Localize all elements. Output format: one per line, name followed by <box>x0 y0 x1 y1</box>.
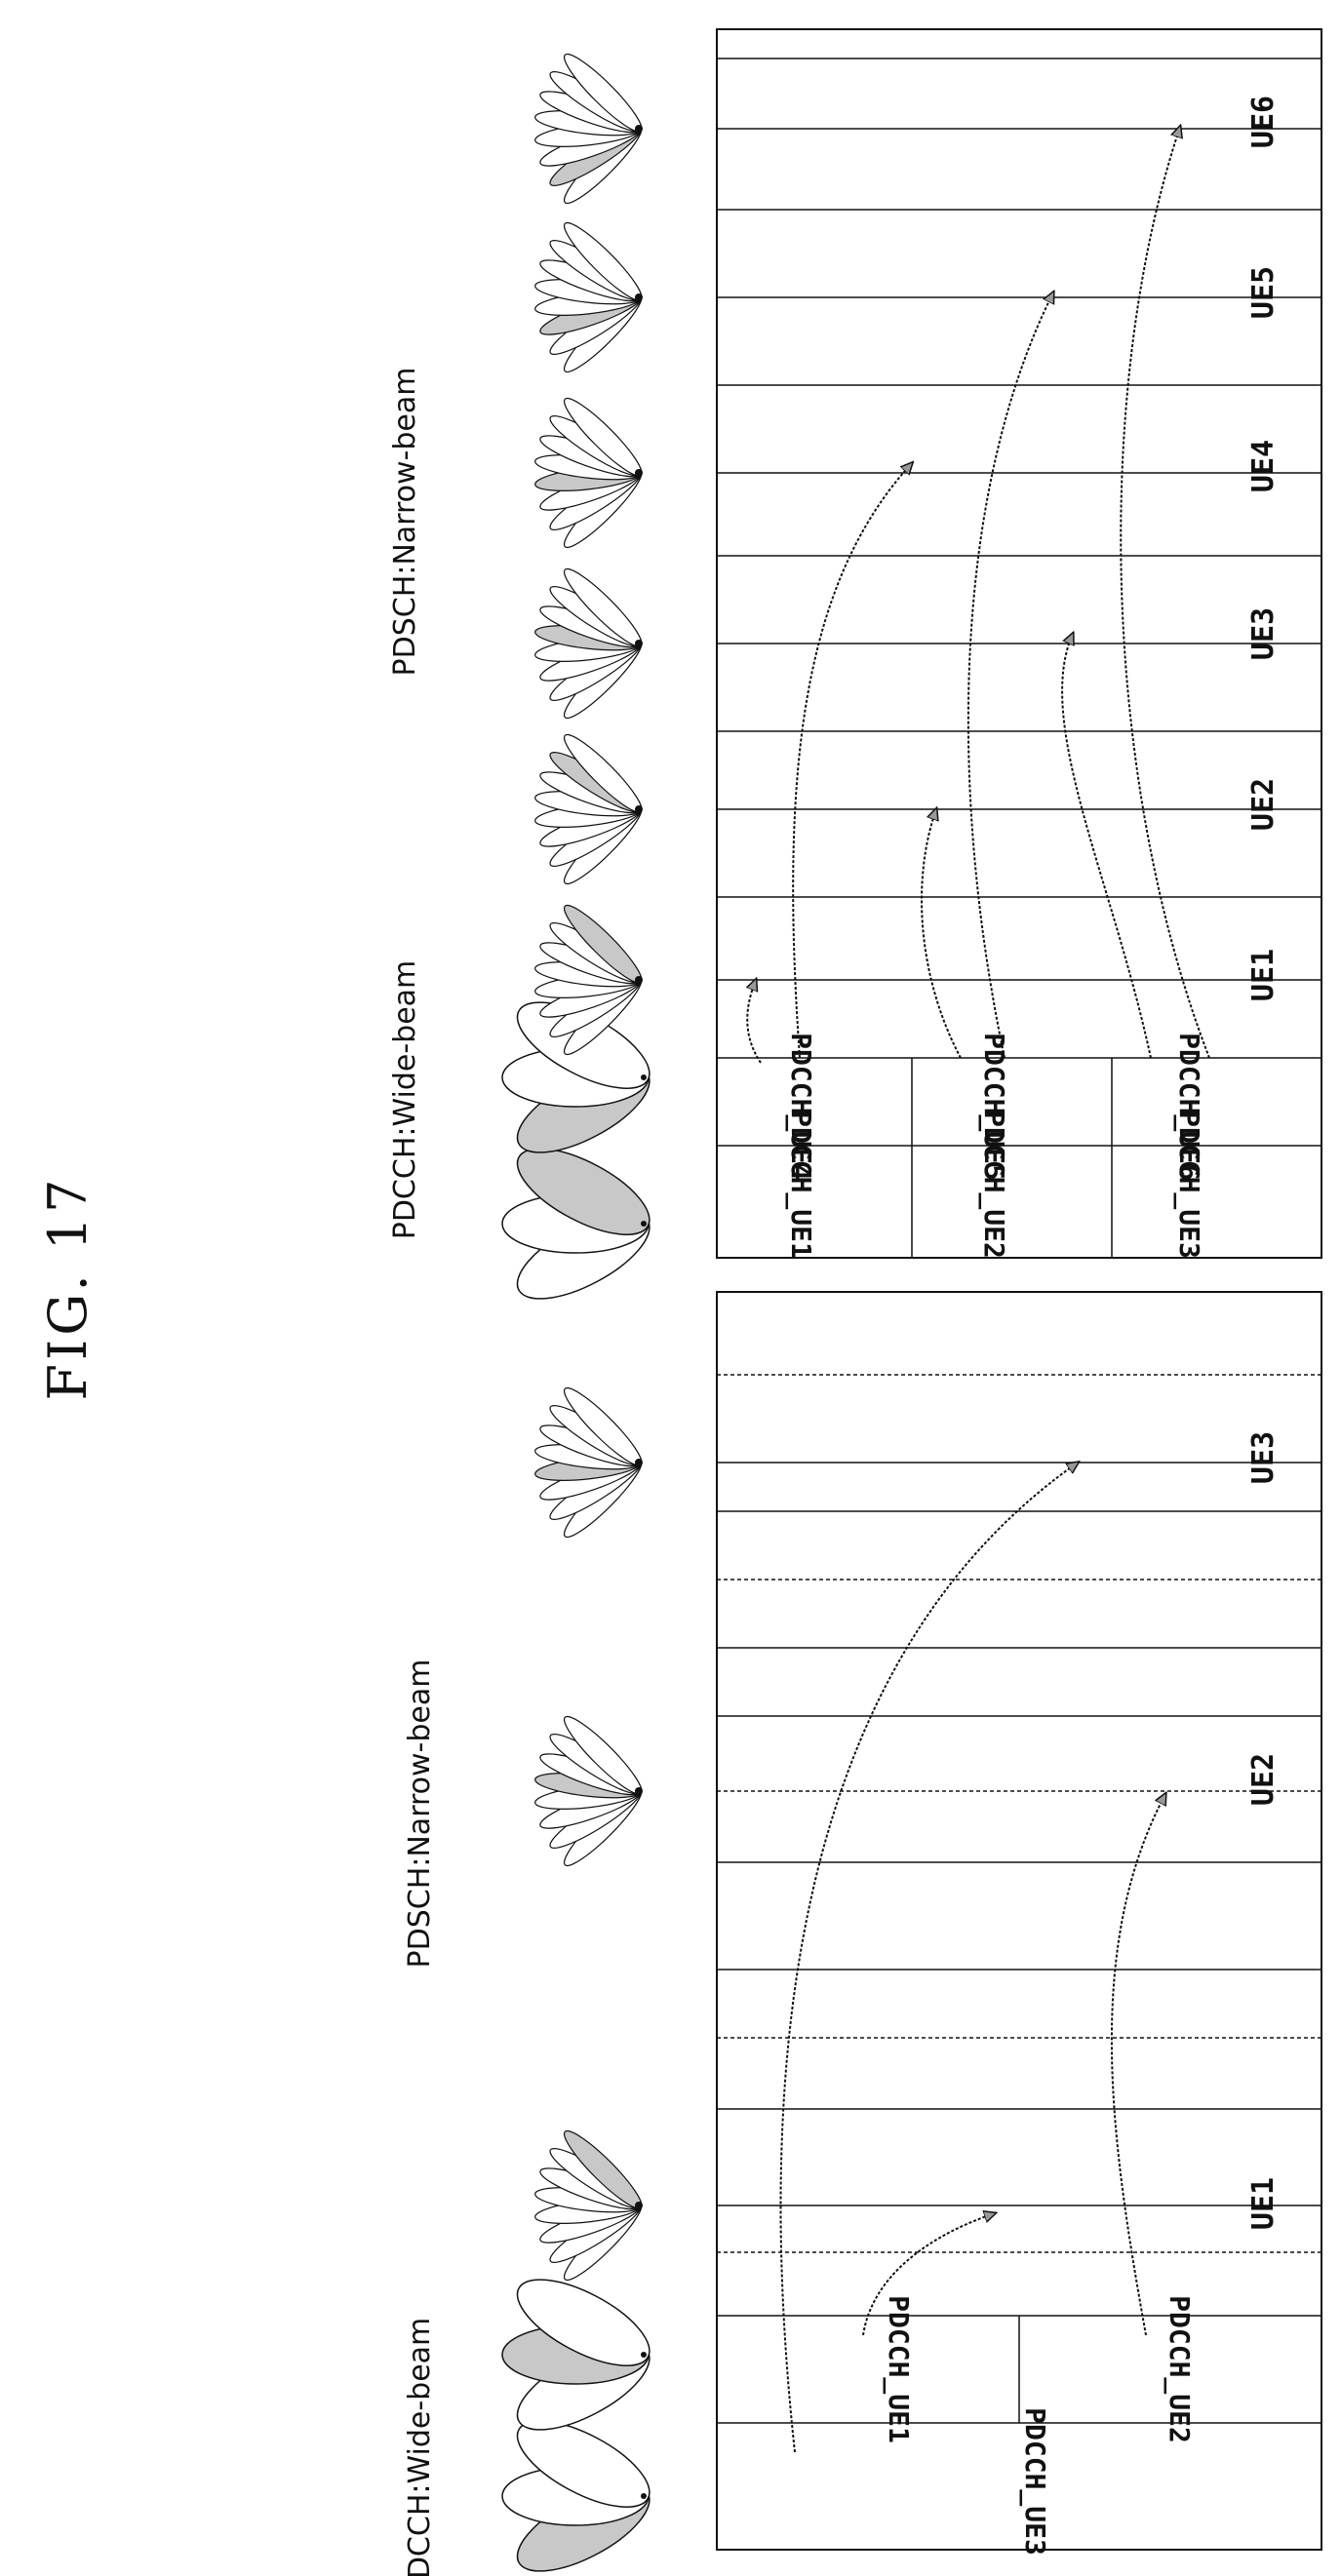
upper-ue-label-5: UE5 <box>1246 266 1281 319</box>
upper-pdcch-cell-ue4: PDCCH_UE4 <box>785 1033 817 1181</box>
upper-arrow-ue4 <box>792 463 912 1059</box>
lower-arrow-ue1 <box>862 2213 995 2336</box>
upper-arrow-ue3 <box>1061 634 1152 1059</box>
lower-wide-beam-label: PDCCH:Wide-beam <box>403 2318 437 2576</box>
lower-pdcch-cell-ue2: PDCCH_UE2 <box>1164 2295 1196 2443</box>
upper-arrow-ue5 <box>966 293 1053 1059</box>
upper-narrow-beam-label: PDSCH:Narrow-beam <box>388 368 422 677</box>
lower-arrow-ue2 <box>1110 1794 1165 2336</box>
lower-grid-lines <box>717 1374 1321 2424</box>
lower-narrow-beam-icon <box>534 1386 643 1539</box>
lower-arrow-ue3 <box>779 1463 1078 2453</box>
upper-ue-label-1: UE1 <box>1246 949 1281 1001</box>
lower-narrow-beam-icon <box>534 2129 643 2282</box>
lower-grid-frame <box>716 1291 1322 2551</box>
upper-pdcch-cell-ue6: PDCCH_UE6 <box>1173 1033 1205 1181</box>
upper-pdcch-cell-ue2: PDCCH_UE2 <box>978 1111 1010 1259</box>
lower-wide-beam-icon <box>501 2279 651 2431</box>
lower-pdcch-cell-ue1: PDCCH_UE1 <box>883 2295 915 2443</box>
upper-arrow-ue2 <box>921 809 962 1059</box>
upper-grid-lines <box>717 58 1321 1258</box>
upper-ue-label-2: UE2 <box>1246 778 1281 831</box>
upper-pdcch-cell-ue3: PDCCH_UE3 <box>1173 1111 1205 1259</box>
upper-pdcch-cell-ue5: PDCCH_UE5 <box>978 1033 1010 1181</box>
upper-arrow-ue6 <box>1120 127 1210 1059</box>
lower-pdcch-cell-ue3: PDCCH_UE3 <box>1019 2407 1051 2556</box>
upper-wide-beam-icon <box>501 1148 651 1300</box>
upper-narrow-beam-icon <box>534 904 643 1056</box>
upper-narrow-beam-icon <box>534 221 643 373</box>
upper-wide-beam-label: PDCCH:Wide-beam <box>388 960 422 1240</box>
lower-panel: PDCCH:Wide-beam PDSCH:Narrow-beam PDCCH_… <box>403 1291 1322 2576</box>
upper-narrow-beam-icon <box>534 397 643 549</box>
lower-ue-label-2: UE2 <box>1246 1753 1281 1806</box>
upper-narrow-beam-icon <box>534 567 643 720</box>
lower-ue-label-1: UE1 <box>1246 2177 1281 2230</box>
upper-narrow-beam-icon <box>534 733 643 885</box>
lower-wide-beam-icon <box>501 2420 651 2572</box>
lower-ue-label-3: UE3 <box>1246 1431 1281 1484</box>
upper-narrow-beam-icon <box>534 53 643 205</box>
upper-pdcch-cell-ue1: PDCCH_UE1 <box>785 1111 817 1259</box>
upper-ue-label-3: UE3 <box>1246 607 1281 660</box>
lower-narrow-beam-icon <box>534 1715 643 1867</box>
upper-panel: PDCCH:Wide-beam PDSCH:Narrow-beam PDCCH_… <box>388 28 1322 1300</box>
figure-title: FIG. 17 <box>37 1175 99 1400</box>
upper-ue-label-6: UE6 <box>1246 96 1281 148</box>
lower-narrow-beam-label: PDSCH:Narrow-beam <box>403 1659 437 1969</box>
upper-arrow-ue1 <box>747 980 762 1064</box>
upper-ue-label-4: UE4 <box>1246 440 1281 492</box>
